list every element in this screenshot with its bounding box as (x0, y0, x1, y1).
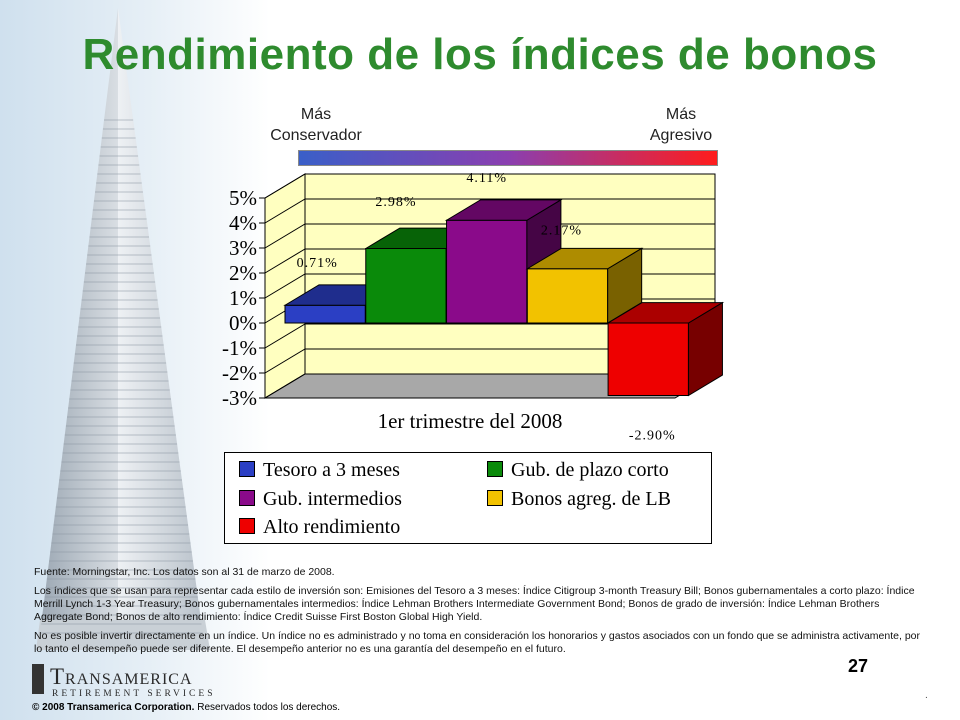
legend-swatch-gub-corto (487, 461, 503, 477)
logo-icon (32, 664, 44, 694)
building-image (36, 8, 210, 650)
y-tick-label: 3% (229, 236, 257, 260)
source-note: Fuente: Morningstar, Inc. Los datos son … (34, 566, 335, 578)
risk-gradient-bar (298, 150, 718, 166)
dot-mark: . (925, 690, 928, 701)
legend-item: Gub. intermedios (239, 488, 402, 511)
gridline (264, 198, 715, 224)
y-tick-label: -1% (222, 336, 257, 360)
y-tick-label: 4% (229, 211, 257, 235)
y-tick-label: -3% (222, 386, 257, 410)
logo-subtitle: RETIREMENT SERVICES (52, 689, 216, 699)
gridline (264, 173, 715, 199)
legend-swatch-tesoro (239, 461, 255, 477)
y-tick-label: 0% (229, 311, 257, 335)
bar-value-label: 0.71% (297, 256, 338, 271)
bar-front (446, 219, 528, 324)
bar-top (444, 199, 563, 221)
y-tick-label: 2% (229, 261, 257, 285)
disclaimer-note: No es posible invertir directamente en u… (34, 630, 920, 655)
legend-swatch-alto-rendimiento (239, 518, 255, 534)
gridline (264, 323, 715, 349)
conservative-label: Más Conservador (270, 106, 362, 144)
gridline (264, 348, 715, 374)
bar-value-label: 2.98% (375, 195, 416, 210)
legend-item: Bonos agreg. de LB (487, 488, 671, 511)
bar-top (525, 247, 644, 270)
bar-value-label: 2.17% (541, 223, 582, 238)
slide-title: Rendimiento de los índices de bonos (82, 30, 878, 79)
aggressive-label: Más Agresivo (649, 106, 713, 144)
bar-front (607, 322, 689, 396)
y-tick-label: 1% (229, 286, 257, 310)
x-axis-label: 1er trimestre del 2008 (378, 409, 563, 433)
legend-swatch-bonos-agreg (487, 490, 503, 506)
chart-legend: Tesoro a 3 meses Gub. de plazo corto Gub… (224, 452, 712, 544)
gridline (264, 223, 715, 249)
legend-swatch-gub-intermedios (239, 490, 255, 506)
copyright: © 2008 Transamerica Corporation. Reserva… (32, 702, 341, 713)
legend-item: Alto rendimiento (239, 516, 400, 539)
y-tick-label: -2% (222, 361, 257, 385)
bar-5: -2.90% (606, 301, 725, 444)
y-tick-label: 5% (229, 186, 257, 210)
bar-top (606, 302, 725, 324)
bar-front (526, 268, 609, 324)
bar-value-label: -2.90% (629, 429, 676, 444)
legend-item: Gub. de plazo corto (487, 459, 669, 482)
gridline (264, 373, 715, 399)
logo-name: Transamerica (50, 664, 193, 689)
bar-front (365, 248, 447, 324)
footnotes: Fuente: Morningstar, Inc. Los datos son … (34, 566, 926, 662)
page-number: 27 (848, 656, 869, 676)
bar-4: 2.17% (525, 223, 644, 324)
bar-value-label: 4.11% (466, 171, 507, 186)
indices-note: Los índices que se usan para representar… (34, 585, 915, 623)
legend-item: Tesoro a 3 meses (239, 459, 400, 482)
bar-front (284, 304, 366, 324)
